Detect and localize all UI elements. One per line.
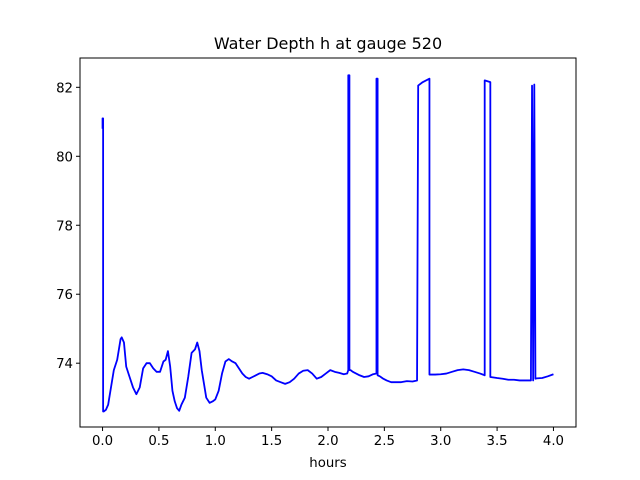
y-tick-label: 76 [56,288,73,303]
x-tick-label: 3.0 [430,434,451,449]
y-tick-label: 78 [56,219,73,234]
x-axis-label: hours [309,456,346,471]
series-line-0 [101,74,554,413]
y-tick-label: 80 [56,150,73,165]
x-tick-label: 0.0 [92,434,113,449]
chart-title: Water Depth h at gauge 520 [214,34,442,53]
x-tick-label: 1.5 [261,434,282,449]
y-tick-label: 82 [56,81,73,96]
x-tick-label: 3.5 [487,434,508,449]
axes: 0.0 0.5 1.0 1.5 2.0 2.5 3.0 3.5 4.0 74 76 78 80 82 [56,57,577,449]
y-tick-label: 74 [56,357,73,372]
x-tick-label: 4.0 [543,434,564,449]
x-tick-label: 0.5 [148,434,169,449]
x-tick-label: 2.0 [317,434,338,449]
x-tick-label: 1.0 [205,434,226,449]
plot-area [101,74,554,413]
x-tick-label: 2.5 [374,434,395,449]
